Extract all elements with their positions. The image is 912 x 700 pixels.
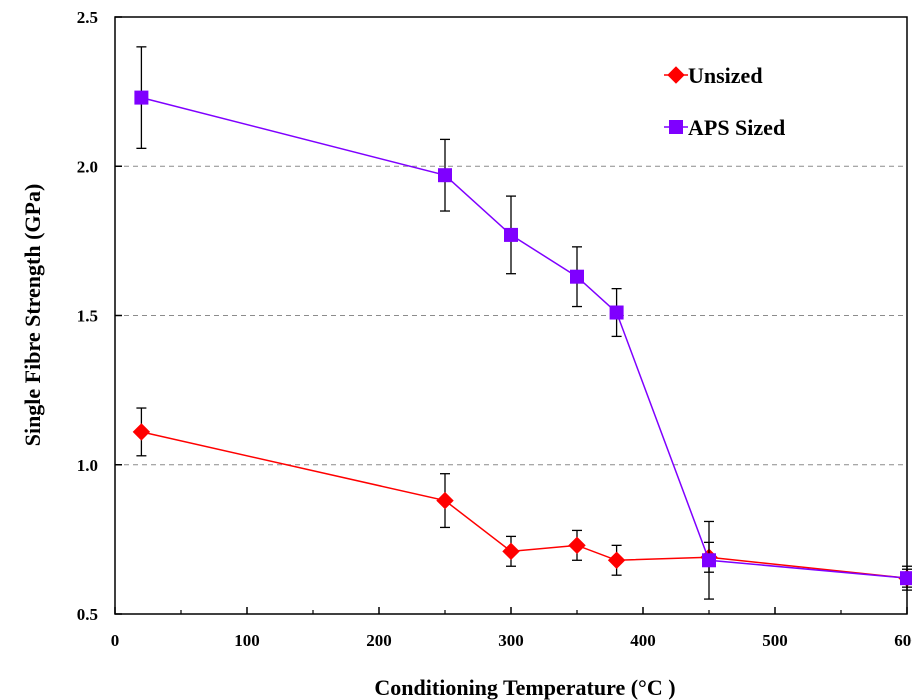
legend-label: Unsized (688, 63, 763, 88)
x-tick-label: 300 (498, 631, 524, 650)
data-point (702, 553, 716, 568)
x-axis-title: Conditioning Temperature (°C ) (374, 675, 675, 700)
legend-item: APS Sized (664, 115, 785, 140)
x-tick-label: 600 (894, 631, 912, 650)
data-point (436, 491, 454, 510)
y-tick-label: 1.0 (77, 456, 98, 475)
y-tick-label: 2.0 (77, 157, 98, 176)
data-point (607, 551, 626, 569)
data-point (132, 423, 151, 441)
x-tick-label: 200 (366, 631, 392, 650)
legend-label: APS Sized (688, 115, 785, 140)
data-point (502, 542, 520, 561)
y-axis-title: Single Fibre Strength (GPa) (20, 184, 45, 447)
x-tick-label: 100 (234, 631, 260, 650)
legend-marker (667, 66, 685, 84)
data-point (438, 168, 452, 183)
y-tick-label: 1.5 (77, 307, 98, 326)
data-point (568, 536, 586, 555)
grid-lines (115, 165, 907, 466)
data-point (134, 90, 149, 105)
x-tick-label: 400 (630, 631, 656, 650)
x-tick-label: 500 (762, 631, 788, 650)
y-axis-ticks: 0.5 1.0 1.5 2.0 2.5 (77, 8, 122, 624)
series-unsized (132, 407, 912, 591)
x-tick-label: 0 (111, 631, 120, 650)
y-tick-label: 0.5 (77, 605, 98, 624)
y-tick-label: 2.5 (77, 8, 98, 27)
data-point (570, 269, 584, 284)
series-line (141, 96, 908, 579)
data-point (609, 305, 624, 320)
legend: Unsized APS Sized (664, 63, 785, 140)
legend-item: Unsized (664, 63, 763, 88)
series-aps-sized (134, 46, 912, 600)
legend-marker (669, 120, 683, 134)
series-layer (132, 46, 912, 600)
data-point (504, 227, 518, 242)
x-axis-ticks: 0 100 200 300 400 500 600 (111, 607, 912, 650)
series-line (141, 431, 908, 579)
data-point (900, 571, 912, 586)
